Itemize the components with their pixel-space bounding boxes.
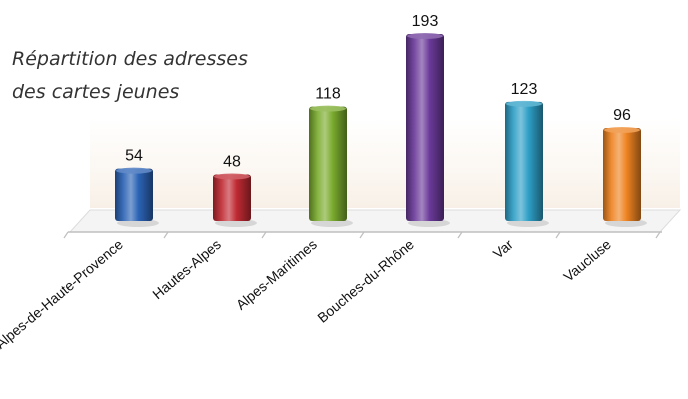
x-axis-tick: [63, 231, 69, 239]
value-label-hautes-alpes: 48: [223, 153, 241, 170]
bar-series: [115, 32, 647, 227]
bar-cap-bouches-du-rhone: [407, 32, 443, 39]
bar-cap-vaucluse: [604, 126, 640, 133]
category-label-var: Var: [490, 236, 516, 262]
plot-background-band: [90, 118, 680, 208]
x-axis-tick: [163, 231, 169, 239]
bar-cap-hautes-alpes: [214, 173, 250, 180]
bar-alpes-maritimes: [309, 106, 347, 221]
data-labels: 54 48 118 193 123 96: [125, 13, 631, 171]
x-axis-tick: [457, 231, 463, 239]
bar-var: [505, 101, 543, 221]
x-axis-tick: [655, 231, 661, 239]
x-axis-tick: [359, 231, 365, 239]
value-label-alpes-de-haute-provence: 54: [125, 148, 143, 165]
bar-cap-alpes-maritimes: [310, 105, 346, 112]
x-axis-tick: [555, 231, 561, 239]
bar-vaucluse: [603, 127, 641, 221]
plot-floor: [68, 209, 682, 233]
bar-cap-var: [506, 100, 542, 107]
category-labels: Alpes-de-Haute-Provence Hautes-Alpes Alpes…: [0, 236, 614, 352]
bar-hautes-alpes: [213, 174, 251, 221]
chart-title-line-2: des cartes jeunes: [12, 81, 179, 103]
category-label-alpes-maritimes: Alpes-Maritimes: [233, 236, 320, 313]
category-label-bouches-du-rhone: Bouches-du-Rhône: [314, 236, 417, 326]
value-label-bouches-du-rhone: 193: [412, 13, 439, 30]
category-label-hautes-alpes: Hautes-Alpes: [149, 236, 224, 302]
x-axis: [63, 231, 662, 239]
category-label-alpes-de-haute-provence: Alpes-de-Haute-Provence: [0, 236, 126, 352]
bar-cap-alpes-de-haute-provence: [116, 167, 152, 174]
chart-title-line-1: Répartition des adresses: [12, 48, 248, 70]
bar-bouches-du-rhone: [406, 33, 444, 221]
category-label-vaucluse: Vaucluse: [560, 236, 614, 285]
value-label-alpes-maritimes: 118: [315, 86, 341, 103]
value-label-var: 123: [511, 81, 538, 98]
x-axis-tick: [261, 231, 267, 239]
value-label-vaucluse: 96: [613, 107, 631, 124]
bar-alpes-de-haute-provence: [115, 168, 153, 221]
